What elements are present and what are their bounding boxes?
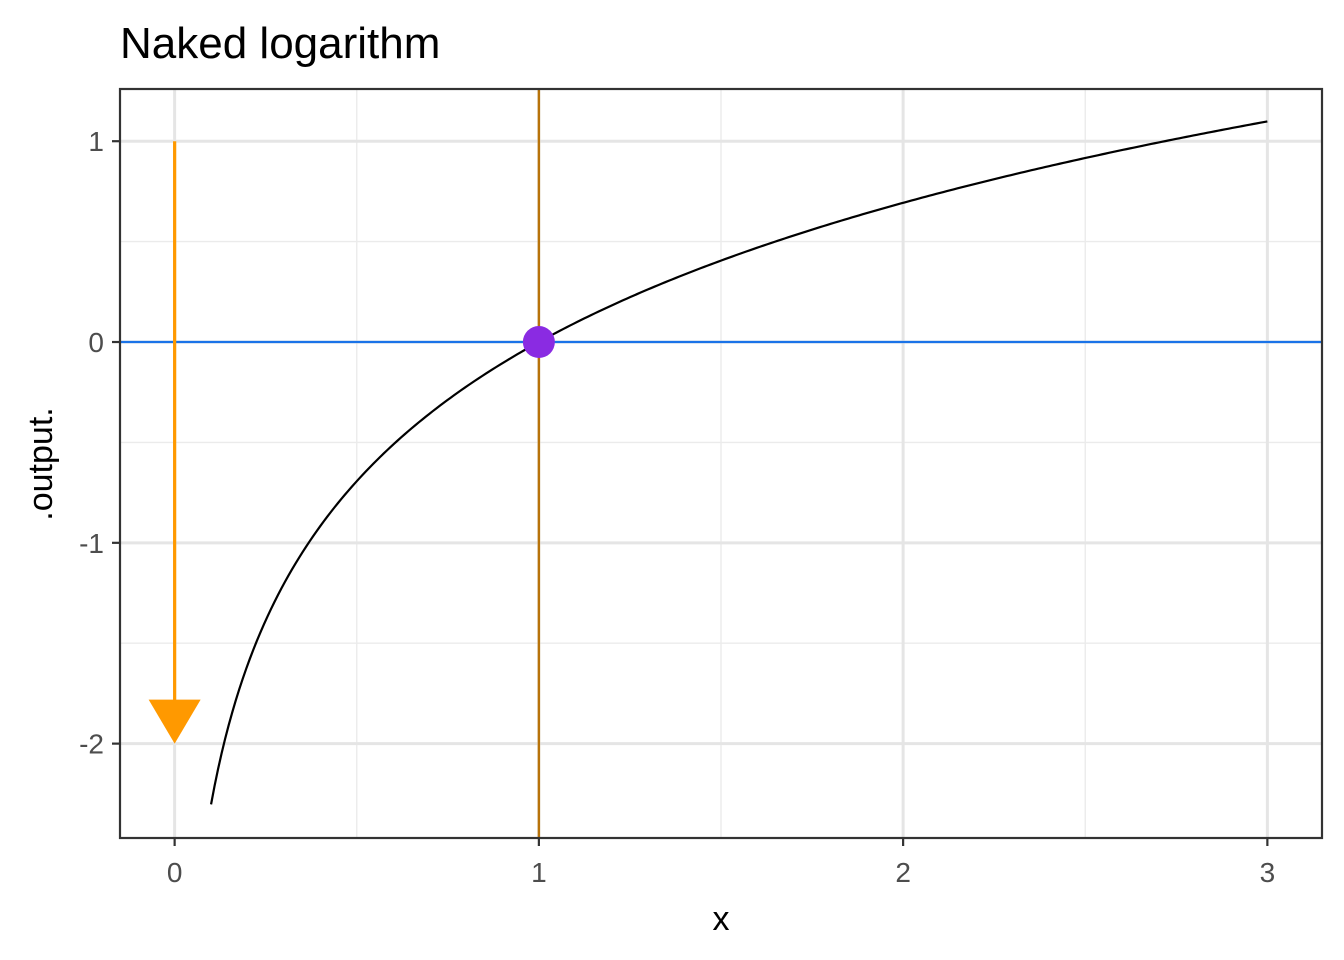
chart-title: Naked logarithm xyxy=(120,19,440,68)
log-curve xyxy=(209,120,1268,805)
panel-content xyxy=(120,89,1322,838)
intersection-point xyxy=(522,326,555,359)
plot-area: 0 1 2 3 -2 -1 0 1 xyxy=(79,87,1324,888)
y-tick-label: 1 xyxy=(88,126,104,157)
x-axis-title: x xyxy=(713,900,730,938)
panel-border xyxy=(118,87,1324,840)
x-tick-label: 3 xyxy=(1260,857,1276,888)
y-tick-label: 0 xyxy=(88,327,104,358)
arrow-head xyxy=(148,699,201,744)
y-tick-label: -2 xyxy=(79,729,104,760)
y-tick-label: -1 xyxy=(79,528,104,559)
y-axis-title: .output. xyxy=(22,407,60,520)
x-tick-label: 2 xyxy=(895,857,911,888)
x-tick-label: 1 xyxy=(531,857,547,888)
x-tick-label: 0 xyxy=(167,857,183,888)
